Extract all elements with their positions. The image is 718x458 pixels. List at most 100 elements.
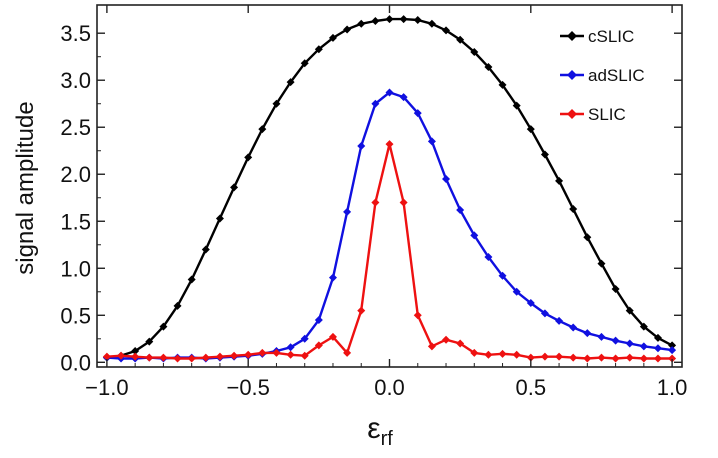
data-point — [611, 336, 620, 345]
data-point — [427, 342, 436, 351]
data-point — [583, 233, 592, 242]
data-point — [314, 315, 323, 324]
data-point — [328, 332, 337, 341]
y-tick-label: 0.0 — [60, 350, 91, 375]
data-point — [399, 15, 408, 24]
series-layer — [102, 15, 677, 363]
data-point — [314, 45, 323, 54]
data-point — [555, 352, 564, 361]
data-point — [385, 140, 394, 149]
data-point — [145, 353, 154, 362]
data-point — [300, 334, 309, 343]
data-point — [343, 348, 352, 357]
data-point — [117, 351, 126, 360]
legend-item-cSLIC: cSLIC — [560, 27, 634, 46]
data-point — [159, 353, 168, 362]
data-point — [230, 183, 239, 192]
data-point — [272, 348, 281, 357]
data-point — [187, 275, 196, 284]
data-point — [526, 125, 535, 134]
data-point — [653, 354, 662, 363]
series-adSLIC — [102, 88, 677, 363]
data-point — [484, 252, 493, 261]
data-point — [201, 353, 210, 362]
legend-label: SLIC — [588, 105, 626, 124]
data-point — [258, 125, 267, 134]
data-point — [371, 198, 380, 207]
data-point — [230, 351, 239, 360]
data-point — [244, 153, 253, 162]
data-point — [131, 347, 140, 356]
data-point — [413, 109, 422, 118]
data-point — [484, 350, 493, 359]
data-point — [597, 332, 606, 341]
data-point — [526, 353, 535, 362]
data-point — [300, 59, 309, 68]
data-point — [498, 80, 507, 89]
series-cSLIC — [102, 15, 677, 362]
y-tick-label: 1.0 — [60, 256, 91, 281]
legend-label: cSLIC — [588, 27, 634, 46]
data-point — [314, 341, 323, 350]
y-tick-label: 1.5 — [60, 209, 91, 234]
x-tick-label: −0.5 — [226, 375, 269, 400]
y-tick-label: 2.5 — [60, 115, 91, 140]
data-point — [456, 205, 465, 214]
data-point — [286, 343, 295, 352]
series-line — [106, 142, 673, 360]
data-point — [668, 346, 677, 355]
data-point — [173, 301, 182, 310]
data-point — [244, 350, 253, 359]
data-point — [286, 78, 295, 87]
data-point — [215, 214, 224, 223]
data-point — [357, 306, 366, 315]
data-point — [328, 33, 337, 42]
data-point — [413, 16, 422, 25]
data-point — [498, 271, 507, 280]
data-point — [583, 354, 592, 363]
legend: cSLIC adSLIC SLIC — [560, 27, 645, 124]
series-line — [106, 91, 673, 360]
data-point — [498, 349, 507, 358]
data-point — [611, 284, 620, 293]
x-axis: −1.0 −0.5 0.0 0.5 1.0 — [85, 5, 687, 400]
data-point — [215, 352, 224, 361]
data-point — [385, 15, 394, 24]
x-axis-title: εrf — [367, 412, 393, 450]
x-axis-title-subscript: rf — [381, 428, 394, 450]
data-point — [187, 354, 196, 363]
data-point — [102, 352, 111, 361]
data-point — [653, 344, 662, 353]
legend-marker — [567, 70, 577, 80]
data-point — [540, 309, 549, 318]
data-point — [131, 352, 140, 361]
data-point — [371, 16, 380, 25]
data-point — [569, 353, 578, 362]
legend-marker — [567, 31, 577, 41]
x-axis-title-main: ε — [367, 412, 380, 445]
data-point — [512, 101, 521, 110]
data-point — [357, 142, 366, 151]
data-point — [258, 348, 267, 357]
data-point — [427, 137, 436, 146]
y-tick-label: 3.0 — [60, 68, 91, 93]
data-point — [286, 350, 295, 359]
data-point — [413, 311, 422, 320]
data-point — [625, 353, 634, 362]
data-point — [555, 176, 564, 185]
data-point — [470, 231, 479, 240]
data-point — [540, 150, 549, 159]
data-point — [328, 273, 337, 282]
data-point — [555, 316, 564, 325]
y-tick-label: 3.5 — [60, 21, 91, 46]
data-point — [343, 207, 352, 216]
legend-label: adSLIC — [588, 66, 645, 85]
data-point — [597, 259, 606, 268]
x-tick-label: 0.5 — [516, 375, 547, 400]
x-tick-label: 1.0 — [657, 375, 688, 400]
data-point — [201, 245, 210, 254]
data-point — [470, 48, 479, 57]
legend-marker — [567, 109, 577, 119]
data-point — [625, 306, 634, 315]
data-point — [569, 323, 578, 332]
